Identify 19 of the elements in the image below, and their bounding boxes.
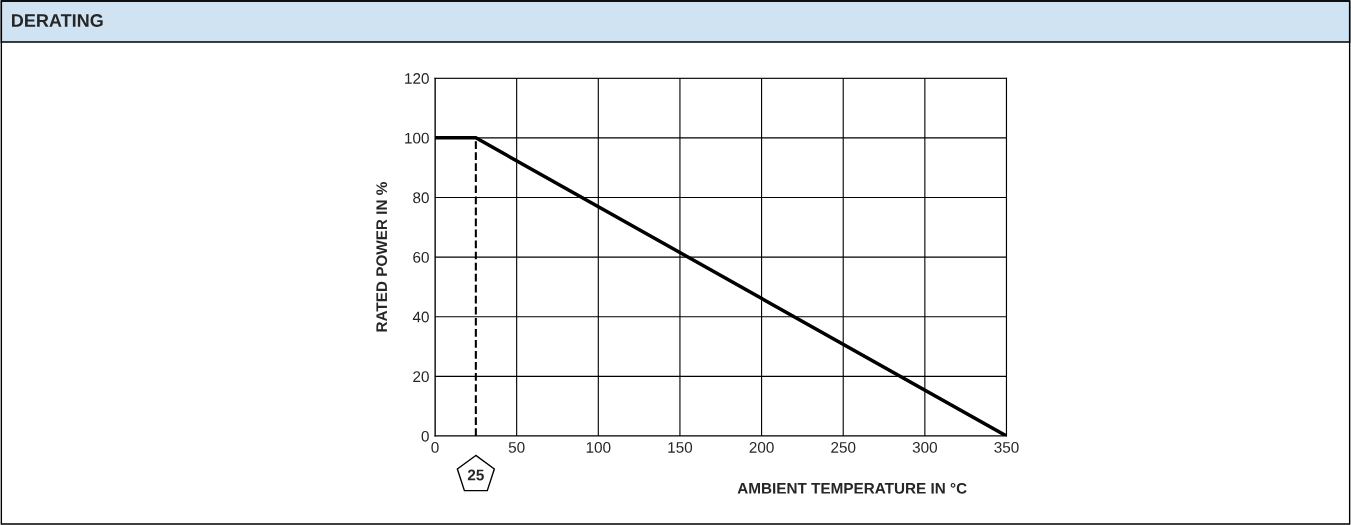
x-tick-label: 300 (912, 441, 937, 453)
x-tick-label: 0 (431, 441, 439, 453)
y-tick-label: 120 (405, 73, 429, 84)
y-tick-label: 40 (412, 311, 429, 323)
x-tick-label: 200 (749, 441, 774, 453)
y-tick-label: 80 (413, 192, 429, 204)
y-axis-title: RATED POWER IN % (376, 182, 388, 332)
x-axis-title: AMBIENT TEMPERATURE IN °C (737, 482, 967, 494)
ref-line-label: 25 (467, 469, 484, 481)
x-tick-label: 350 (994, 441, 1019, 453)
y-tick-label: 60 (413, 251, 429, 263)
y-tick-label: 20 (413, 371, 429, 383)
y-tick-label: 100 (405, 132, 429, 144)
y-tick-label: 0 (421, 430, 429, 442)
x-tick-label: 250 (831, 441, 856, 453)
x-tick-label: 50 (508, 441, 525, 453)
text: DERATING (12, 14, 103, 27)
x-tick-label: 100 (586, 441, 611, 453)
x-tick-label: 150 (668, 441, 693, 453)
